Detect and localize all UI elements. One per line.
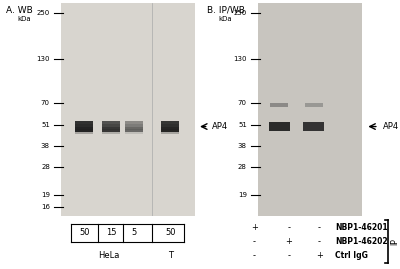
Text: 250: 250: [37, 10, 50, 16]
Text: NBP1-46202: NBP1-46202: [335, 237, 388, 246]
Text: IP: IP: [390, 238, 399, 245]
Text: T: T: [168, 251, 173, 260]
Text: 51: 51: [238, 122, 247, 128]
Text: 38: 38: [238, 143, 247, 149]
Bar: [161, 121, 180, 132]
Text: 5: 5: [132, 228, 137, 237]
Text: -: -: [318, 223, 321, 232]
Text: AP4: AP4: [212, 122, 228, 131]
Text: 130: 130: [233, 56, 247, 62]
Text: 51: 51: [41, 122, 50, 128]
Text: NBP1-46201: NBP1-46201: [335, 223, 388, 232]
Bar: [102, 129, 120, 134]
Bar: [102, 125, 120, 130]
Text: 15: 15: [106, 228, 116, 237]
Text: AP4: AP4: [383, 122, 399, 131]
Text: -: -: [288, 223, 290, 232]
Bar: [305, 102, 323, 107]
Text: -: -: [253, 237, 256, 246]
Text: +: +: [316, 251, 323, 260]
Text: 16: 16: [41, 204, 50, 210]
Text: A. WB: A. WB: [6, 6, 33, 15]
Text: 130: 130: [36, 56, 50, 62]
Text: 38: 38: [41, 143, 50, 149]
Bar: [270, 102, 288, 107]
Bar: [125, 129, 143, 134]
Bar: [61, 3, 195, 216]
Bar: [161, 126, 180, 132]
Bar: [125, 121, 143, 132]
Bar: [269, 122, 290, 131]
Bar: [125, 126, 143, 132]
Text: HeLa: HeLa: [98, 251, 120, 260]
Text: +: +: [251, 223, 258, 232]
Text: 70: 70: [41, 100, 50, 106]
Text: 19: 19: [41, 192, 50, 198]
Bar: [161, 129, 180, 134]
Text: Ctrl IgG: Ctrl IgG: [335, 251, 368, 260]
Text: 50: 50: [79, 228, 90, 237]
Bar: [102, 126, 120, 132]
Bar: [75, 129, 93, 134]
Text: 250: 250: [234, 10, 247, 16]
Text: 19: 19: [238, 192, 247, 198]
Text: +: +: [286, 237, 292, 246]
Text: kDa: kDa: [17, 16, 31, 22]
Bar: [161, 125, 180, 130]
Text: kDa: kDa: [218, 16, 232, 22]
Text: -: -: [253, 251, 256, 260]
Text: B. IP/WB: B. IP/WB: [207, 6, 244, 15]
Bar: [75, 121, 93, 132]
Bar: [258, 3, 362, 216]
Bar: [303, 122, 324, 131]
Text: 28: 28: [238, 164, 247, 170]
Bar: [125, 125, 143, 130]
Text: 50: 50: [165, 228, 176, 237]
Text: 70: 70: [238, 100, 247, 106]
Text: -: -: [288, 251, 290, 260]
Bar: [102, 121, 120, 132]
Bar: [75, 126, 93, 132]
Bar: [75, 125, 93, 130]
Text: 28: 28: [41, 164, 50, 170]
Text: -: -: [318, 237, 321, 246]
